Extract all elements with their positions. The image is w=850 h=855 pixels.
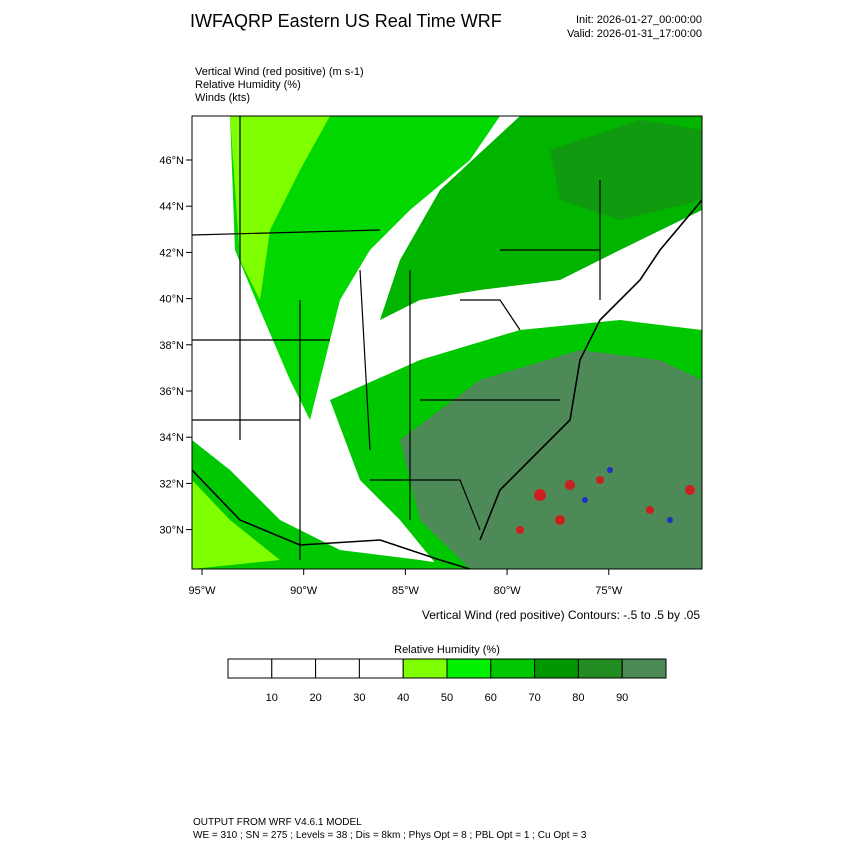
colorbar-label: 80 [572,692,584,704]
field-label: Winds (kts) [195,92,250,104]
map-frame [191,115,703,570]
colorbar-box [490,658,536,679]
colorbar-label: 60 [485,692,497,704]
lon-label: 95°W [188,585,216,597]
lon-label: 75°W [595,585,623,597]
lat-label: 40°N [159,294,184,306]
field-label: Vertical Wind (red positive) (m s-1) [195,66,364,78]
map-field [192,116,702,569]
colorbar-box [227,658,273,679]
colorbar-box [271,658,317,679]
colorbar-label: 40 [397,692,409,704]
lat-label: 32°N [159,478,184,490]
lon-label: 85°W [392,585,420,597]
lon-label: 90°W [290,585,318,597]
init-time: Init: 2026-01-27_00:00:00 [576,14,702,26]
contour-note: Vertical Wind (red positive) Contours: -… [422,608,700,622]
colorbar-box [534,658,579,679]
lat-label: 38°N [159,340,184,352]
field-label: Relative Humidity (%) [195,79,301,91]
colorbar-box [358,658,404,679]
colorbar-box [402,658,448,679]
lat-label: 30°N [159,525,184,537]
lat-label: 44°N [159,201,184,213]
colorbar-box [621,658,667,679]
colorbar-label: 70 [528,692,540,704]
colorbar-label: 10 [266,692,278,704]
colorbar-label: 20 [309,692,321,704]
colorbar-label: 90 [616,692,628,704]
valid-time: Valid: 2026-01-31_17:00:00 [567,28,702,40]
lat-label: 46°N [159,155,184,167]
lat-label: 34°N [159,432,184,444]
title: IWFAQRP Eastern US Real Time WRF [190,11,502,31]
colorbar-box [446,658,492,679]
colorbar-label: 50 [441,692,453,704]
colorbar-title: Relative Humidity (%) [394,644,500,656]
lat-label: 36°N [159,386,184,398]
footer-line: WE = 310 ; SN = 275 ; Levels = 38 ; Dis … [193,830,587,841]
lon-label: 80°W [494,585,522,597]
footer-line: OUTPUT FROM WRF V4.6.1 MODEL [193,817,362,828]
colorbar-box [315,658,360,679]
colorbar-label: 30 [353,692,365,704]
lat-label: 42°N [159,247,184,259]
colorbar-box [577,658,623,679]
